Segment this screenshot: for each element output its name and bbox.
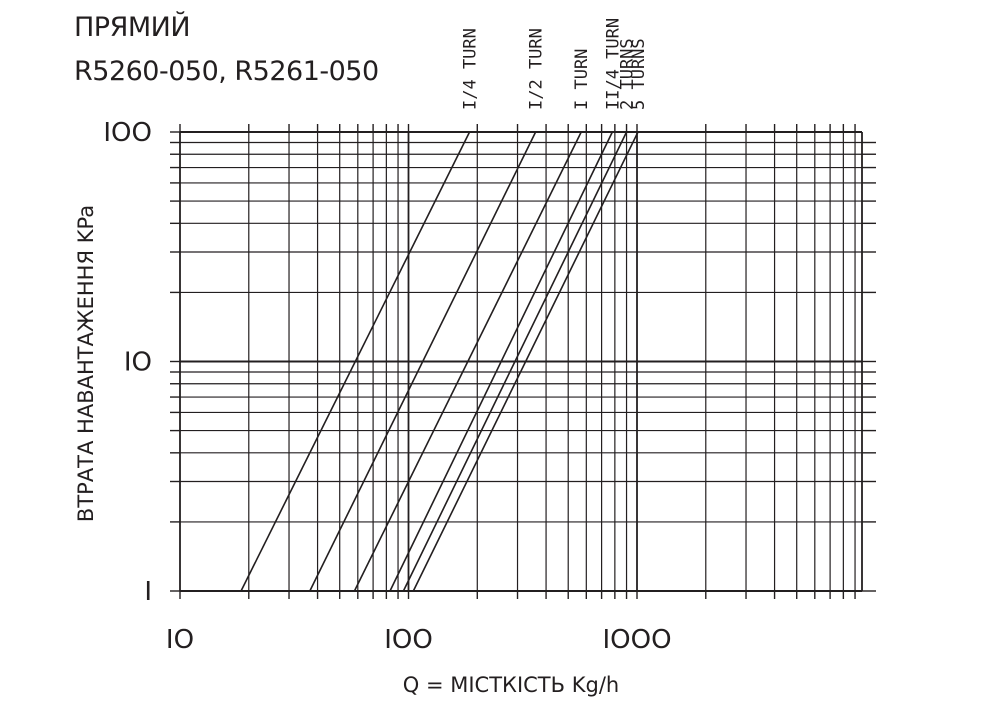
curve-label-1: I/4 TURN <box>461 28 481 110</box>
curve-label-3: I TURN <box>572 49 592 110</box>
grid-lines <box>179 131 863 592</box>
x-tick-label: IOOO <box>602 625 671 655</box>
curves <box>240 131 639 592</box>
curve-label-6: 5 TURNS <box>629 38 649 110</box>
y-tick-label: IO <box>124 348 152 378</box>
curve-label-2: I/2 TURN <box>527 28 547 110</box>
x-axis-title: Q = МІСТКІСТЬ Kg/h <box>403 673 619 697</box>
chart-subtitle: R5260-050, R5261-050 <box>74 56 379 87</box>
x-tick-label: IOO <box>384 625 433 655</box>
curve-2 <box>309 131 537 592</box>
curve-3 <box>353 131 582 592</box>
y-axis-title: ВТРАТА НАВАНТАЖЕННЯ KPa <box>74 205 98 522</box>
y-tick-label: IOO <box>103 118 152 148</box>
curve-label-5: 2 TURNS <box>618 38 638 110</box>
chart-title: ПРЯМИЙ <box>74 12 191 43</box>
x-tick-label: IO <box>166 625 194 655</box>
curve-4 <box>389 131 614 592</box>
curve-1 <box>240 131 471 592</box>
curve-label-4: II/4 TURN <box>603 18 623 110</box>
curve-6 <box>412 131 639 592</box>
axis-ticks <box>170 124 876 599</box>
curve-5 <box>402 131 628 592</box>
y-tick-label: I <box>144 577 152 607</box>
